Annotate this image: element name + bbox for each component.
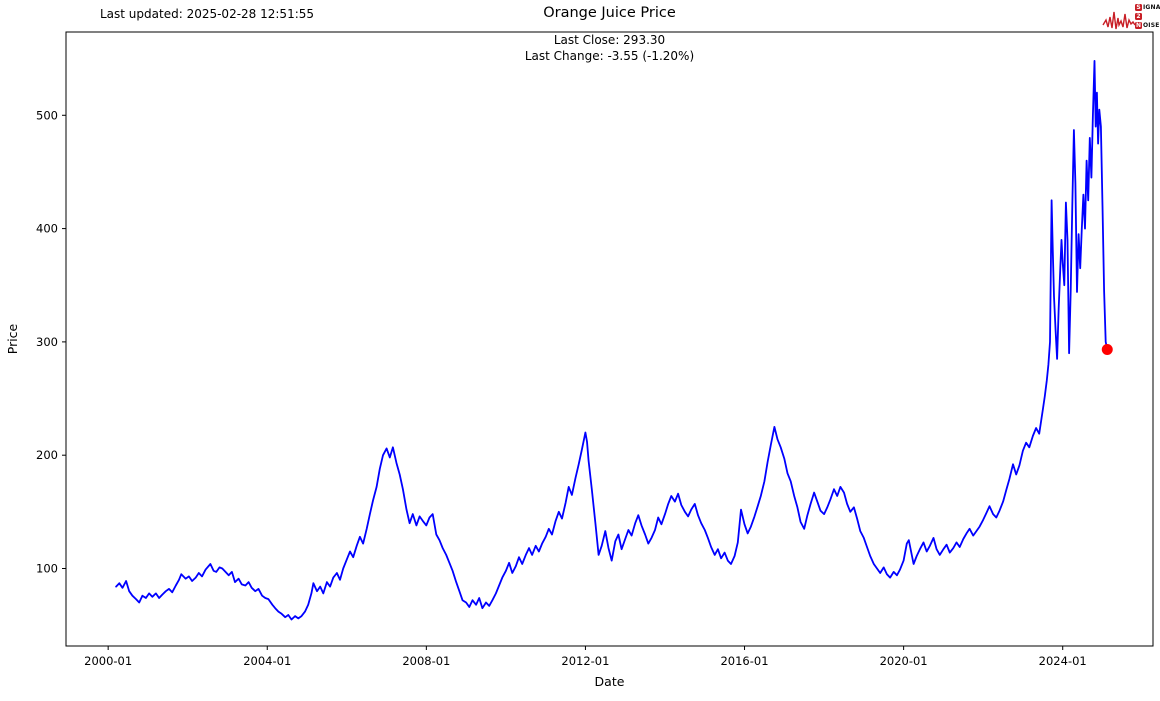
logo-2-box: 2: [1135, 13, 1142, 20]
x-axis-label: Date: [595, 674, 625, 689]
y-tick-label: 200: [36, 448, 58, 462]
y-tick-label: 500: [36, 108, 58, 122]
last-change-text: Last Change: -3.55 (-1.20%): [524, 48, 695, 63]
price-line: [115, 60, 1109, 621]
x-tick-label: 2024-01: [1039, 654, 1087, 668]
y-axis-label: Price: [5, 323, 20, 354]
chart-title: Orange Juice Price: [543, 5, 676, 21]
last-updated-text: Last updated: 2025-02-28 12:51:55: [100, 7, 315, 21]
chart-subtitle: Last Close: 293.30 Last Change: -3.55 (-…: [66, 33, 1153, 64]
logo-text: S IGNAL 2 N OISE: [1135, 3, 1160, 30]
last-price-marker: [1101, 343, 1113, 355]
x-tick-label: 2016-01: [720, 654, 768, 668]
logo-s-box: S: [1135, 4, 1142, 11]
signal2noise-logo: S IGNAL 2 N OISE: [1102, 2, 1160, 32]
x-tick-label: 2000-01: [84, 654, 132, 668]
x-tick-label: 2020-01: [880, 654, 928, 668]
logo-s-rest: IGNAL: [1143, 4, 1160, 11]
waveform-icon: [1102, 11, 1136, 30]
last-close-text: Last Close: 293.30: [553, 33, 666, 47]
y-axis-ticks: 100 200 300 400 500: [36, 108, 66, 575]
x-axis-ticks: 2000-01 2004-01 2008-01 2012-01 2016-01 2020-…: [84, 646, 1087, 668]
logo-n-rest: OISE: [1143, 22, 1160, 29]
x-tick-label: 2012-01: [561, 654, 609, 668]
y-tick-label: 400: [36, 222, 58, 236]
plot-frame: [65, 31, 1154, 647]
y-tick-label: 100: [36, 561, 58, 575]
y-tick-label: 300: [36, 335, 58, 349]
x-tick-label: 2004-01: [243, 654, 291, 668]
x-tick-label: 2008-01: [402, 654, 450, 668]
logo-n-box: N: [1135, 22, 1142, 29]
